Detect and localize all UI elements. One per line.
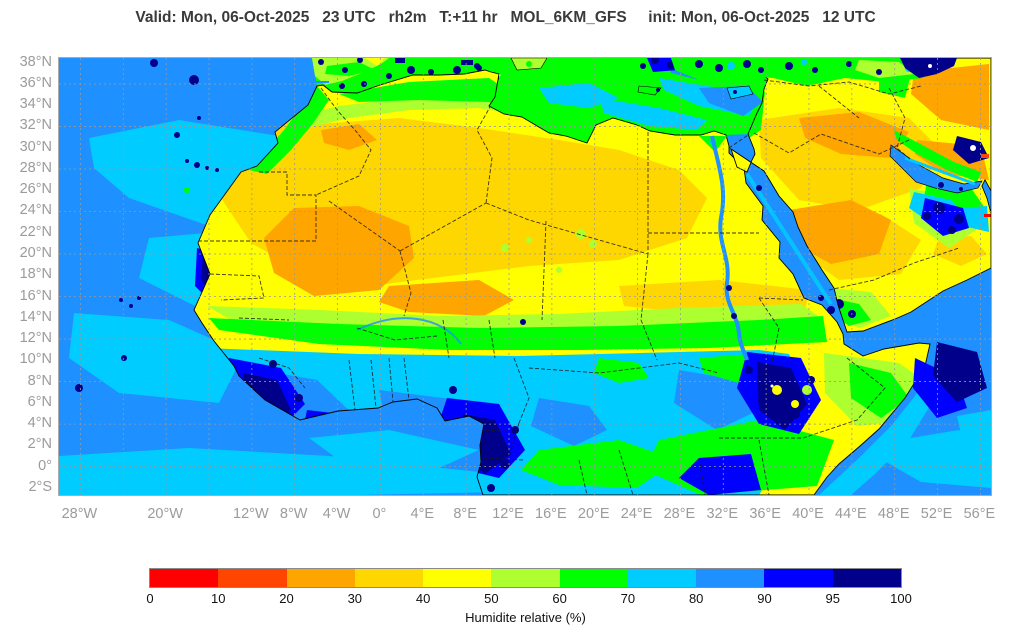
lon-tick-label: 20°E xyxy=(577,506,610,522)
lon-tick-label: 44°E xyxy=(835,506,867,522)
lon-tick-label: 0° xyxy=(372,506,387,522)
colorbar-segment xyxy=(627,569,697,587)
lat-tick-label: 16°N xyxy=(19,287,52,304)
colorbar-tick-label: 80 xyxy=(688,591,704,606)
colorbar-tick-label: 30 xyxy=(347,591,363,606)
lat-tick-label: 26°N xyxy=(19,181,52,198)
lat-tick-label: 22°N xyxy=(19,223,52,240)
lat-tick-label: 32°N xyxy=(19,117,52,134)
lat-tick-label: 36°N xyxy=(19,74,52,91)
colorbar-tick-label: 20 xyxy=(279,591,294,606)
lat-tick-label: 20°N xyxy=(19,245,52,262)
colorbar: 0 10 20 30 40 50 60 70 80 90 95 100 Humidite relati… xyxy=(146,568,912,628)
islands-layer xyxy=(510,58,754,100)
lat-tick-label: 8°N xyxy=(27,372,52,389)
lat-tick-label: 28°N xyxy=(19,159,52,176)
lon-tick-label: 4°W xyxy=(322,506,351,522)
lat-tick-label: 0° xyxy=(38,457,52,474)
colorbar-tick-label: 60 xyxy=(552,591,567,606)
colorbar-swatches xyxy=(149,568,902,588)
chart-title: Valid: Mon, 06-Oct-2025 23 UTC rh2m T:+1… xyxy=(135,9,876,26)
colorbar-tick-label: 40 xyxy=(415,591,431,606)
lat-tick-label: 24°N xyxy=(19,202,52,219)
colorbar-tick-label: 50 xyxy=(484,591,499,606)
colorbar-segment xyxy=(150,569,219,587)
lat-tick-label: 30°N xyxy=(19,138,52,155)
humidity-field-svg xyxy=(59,58,991,495)
lon-tick-label: 24°E xyxy=(620,506,653,522)
colorbar-segment xyxy=(423,569,492,587)
graticule xyxy=(59,58,991,495)
lat-tick-label: 38°N xyxy=(19,53,52,70)
lon-tick-label: 20°W xyxy=(147,506,183,522)
lon-tick-label: 12°W xyxy=(233,506,269,522)
colorbar-segment xyxy=(696,569,765,587)
lat-tick-label: 10°N xyxy=(19,351,52,368)
colorbar-segment xyxy=(286,569,355,587)
lon-tick-label: 56°E xyxy=(963,506,996,522)
map-frame xyxy=(58,57,992,496)
lat-tick-label: 18°N xyxy=(19,266,52,283)
lat-tick-label: 2°N xyxy=(27,436,52,453)
lon-tick-label: 8°E xyxy=(453,506,477,522)
lon-tick-label: 4°E xyxy=(410,506,435,522)
africa-coastline xyxy=(193,69,931,495)
lon-tick-label: 40°E xyxy=(792,506,824,522)
nile-river xyxy=(699,135,749,361)
lon-tick-label: 16°E xyxy=(535,506,567,522)
anatolia-layer xyxy=(671,58,957,86)
colorbar-ticks: 0 10 20 30 40 50 60 70 80 90 95 100 xyxy=(146,591,911,607)
colorbar-caption: Humidite relative (%) xyxy=(465,610,586,625)
lat-tick-label: 14°N xyxy=(19,308,52,325)
lon-tick-label: 28°E xyxy=(663,506,696,522)
lat-tick-label: 34°N xyxy=(19,96,52,113)
colorbar-tick-label: 10 xyxy=(211,591,226,606)
arabia-landmass xyxy=(731,58,991,332)
lon-tick-label: 32°E xyxy=(706,506,739,522)
colorbar-segment xyxy=(559,569,628,587)
latitude-axis: 38°N 36°N 34°N 32°N 30°N 28°N 26°N 24°N 22°N 20°N… xyxy=(0,54,52,495)
colorbar-tick-label: 95 xyxy=(825,591,840,606)
lon-tick-label: 12°E xyxy=(492,506,524,522)
colorbar-tick-label: 90 xyxy=(757,591,772,606)
country-borders xyxy=(199,79,960,495)
colorbar-segment xyxy=(491,569,560,587)
lon-tick-label: 8°W xyxy=(279,506,308,522)
lon-tick-label: 28°W xyxy=(61,506,98,522)
lat-tick-label: 6°N xyxy=(27,393,52,410)
colorbar-tick-label: 0 xyxy=(146,591,154,606)
colorbar-segment xyxy=(354,569,424,587)
longitude-axis: 28°W 20°W 12°W 8°W 4°W 0° 4°E 8°E 12°E 16°E 20°E 24… xyxy=(58,499,996,527)
lon-tick-label: 36°E xyxy=(749,506,781,522)
lat-tick-label: 4°N xyxy=(27,415,52,432)
colorbar-tick-label: 100 xyxy=(890,591,912,606)
colorbar-segment xyxy=(764,569,833,587)
colorbar-segment xyxy=(218,569,287,587)
colorbar-tick-label: 70 xyxy=(620,591,636,606)
lat-tick-label: 12°N xyxy=(19,330,52,347)
lon-tick-label: 48°E xyxy=(877,506,910,522)
lat-tick-label: 2°S xyxy=(28,478,52,495)
gulf-waters-layer xyxy=(745,144,991,495)
lon-tick-label: 52°E xyxy=(920,506,953,522)
colorbar-segment xyxy=(832,569,901,587)
